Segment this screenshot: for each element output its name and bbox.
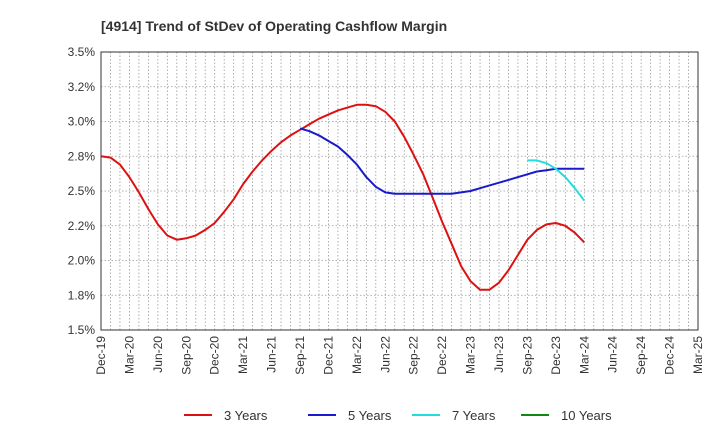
legend-label: 7 Years bbox=[452, 408, 496, 423]
y-tick-label: 2.2% bbox=[68, 219, 96, 233]
y-tick-label: 2.5% bbox=[68, 184, 96, 198]
x-tick-label: Mar-20 bbox=[122, 336, 136, 374]
legend: 3 Years 5 Years 7 Years 10 Years bbox=[184, 408, 612, 423]
grid bbox=[100, 51, 699, 331]
y-tick-label: 3.5% bbox=[68, 45, 96, 59]
series-lines bbox=[100, 103, 586, 291]
x-tick-label: Jun-23 bbox=[492, 336, 506, 373]
x-tick-label: Dec-24 bbox=[663, 336, 677, 375]
y-tick-label: 3.2% bbox=[68, 80, 96, 94]
x-tick-label: Sep-20 bbox=[179, 336, 193, 375]
x-tick-label: Mar-21 bbox=[236, 336, 250, 374]
y-tick-label: 2.8% bbox=[68, 149, 96, 163]
y-tick-label: 2.0% bbox=[68, 254, 96, 268]
x-tick-label: Dec-23 bbox=[549, 336, 563, 375]
chart-title: [4914] Trend of StDev of Operating Cashf… bbox=[101, 18, 447, 34]
x-tick-label: Dec-20 bbox=[208, 336, 222, 375]
x-tick-label: Jun-21 bbox=[265, 336, 279, 373]
x-tick-label: Sep-23 bbox=[520, 336, 534, 375]
legend-label: 10 Years bbox=[561, 408, 612, 423]
y-tick-label: 1.5% bbox=[68, 323, 96, 337]
x-tick-label: Jun-24 bbox=[606, 336, 620, 373]
series-line bbox=[100, 103, 586, 291]
x-tick-label: Jun-20 bbox=[151, 336, 165, 373]
x-tick-label: Mar-25 bbox=[691, 336, 705, 374]
legend-label: 5 Years bbox=[348, 408, 392, 423]
x-axis: Dec-19 Mar-20 Jun-20 Sep-20 Dec-20 Mar-21 Jun-… bbox=[94, 336, 705, 375]
plot-border bbox=[100, 51, 699, 331]
y-axis: 1.5% 1.8% 2.0% 2.2% 2.5% 2.8% 3.0% 3.2% 3.5% bbox=[68, 45, 96, 337]
legend-label: 3 Years bbox=[224, 408, 268, 423]
x-tick-label: Mar-23 bbox=[464, 336, 478, 374]
x-tick-label: Sep-24 bbox=[634, 336, 648, 375]
x-tick-label: Mar-24 bbox=[577, 336, 591, 374]
x-tick-label: Dec-22 bbox=[435, 336, 449, 375]
series-line bbox=[299, 127, 585, 195]
y-tick-label: 1.8% bbox=[68, 288, 96, 302]
x-tick-label: Jun-22 bbox=[378, 336, 392, 373]
x-tick-label: Mar-22 bbox=[350, 336, 364, 374]
x-tick-label: Sep-21 bbox=[293, 336, 307, 375]
series-line bbox=[527, 159, 586, 202]
x-tick-label: Dec-19 bbox=[94, 336, 108, 375]
y-tick-label: 3.0% bbox=[68, 115, 96, 129]
x-tick-label: Sep-22 bbox=[407, 336, 421, 375]
x-tick-label: Dec-21 bbox=[321, 336, 335, 375]
